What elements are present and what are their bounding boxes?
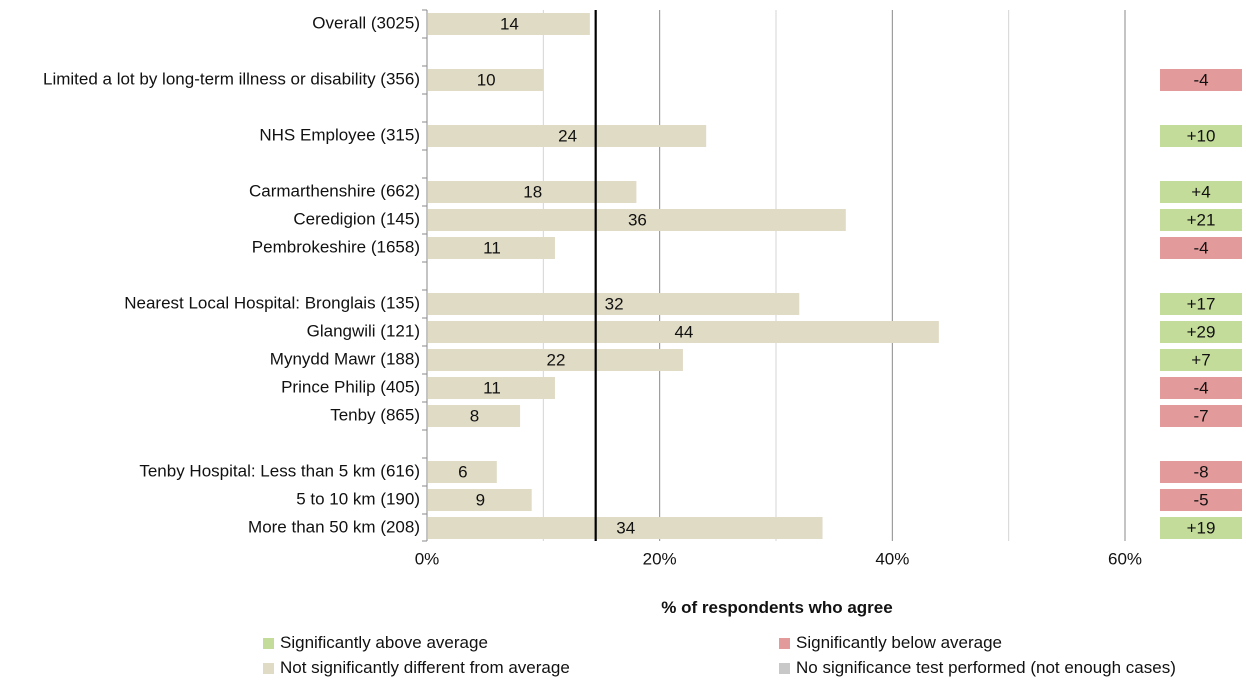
bar <box>428 209 846 231</box>
bar <box>428 13 590 35</box>
difference-label: +19 <box>1187 518 1216 537</box>
bar <box>428 461 497 483</box>
legend-swatch-above <box>263 637 274 649</box>
bar-value-label: 11 <box>483 238 501 257</box>
x-tick-label: 20% <box>643 549 677 568</box>
difference-box <box>1160 321 1242 343</box>
x-axis-label: % of respondents who agree <box>661 598 893 617</box>
bar-value-label: 22 <box>547 350 566 369</box>
bar-value-label: 10 <box>477 70 496 89</box>
difference-label: -8 <box>1193 462 1208 481</box>
bar <box>428 349 683 371</box>
bar-value-label: 14 <box>500 14 519 33</box>
difference-box <box>1160 293 1242 315</box>
bar <box>428 181 637 203</box>
legend-item-no-test: No significance test performed (not enou… <box>779 658 1176 678</box>
bar <box>428 125 707 147</box>
difference-label: +29 <box>1187 322 1216 341</box>
bar-value-label: 9 <box>476 490 485 509</box>
category-label: Ceredigion (145) <box>293 209 420 228</box>
bar <box>428 321 939 343</box>
legend-label-no-test: No significance test performed (not enou… <box>796 658 1176 677</box>
difference-label: +21 <box>1187 210 1216 229</box>
category-label: Tenby Hospital: Less than 5 km (616) <box>139 461 420 480</box>
difference-label: +7 <box>1191 350 1210 369</box>
x-tick-label: 0% <box>415 549 440 568</box>
category-label: Prince Philip (405) <box>281 377 420 396</box>
legend-label-not-significant: Not significantly different from average <box>280 658 570 677</box>
difference-box <box>1160 377 1242 399</box>
bar <box>428 237 555 259</box>
legend-label-below: Significantly below average <box>796 633 1003 652</box>
difference-box <box>1160 349 1242 371</box>
legend-swatch-not-significant <box>263 662 274 674</box>
x-tick-label: 40% <box>875 549 909 568</box>
legend-swatch-no-test <box>779 662 790 674</box>
bar-value-label: 11 <box>483 378 501 397</box>
category-label: Pembrokeshire (1658) <box>252 237 420 256</box>
bar <box>428 517 823 539</box>
difference-box <box>1160 489 1242 511</box>
difference-box <box>1160 69 1242 91</box>
legend-label-above: Significantly above average <box>280 633 488 652</box>
difference-box <box>1160 405 1242 427</box>
difference-box <box>1160 237 1242 259</box>
difference-box <box>1160 461 1242 483</box>
difference-label: +10 <box>1187 126 1216 145</box>
difference-label: -4 <box>1193 378 1208 397</box>
bar-value-label: 34 <box>616 518 635 537</box>
difference-label: -4 <box>1193 238 1208 257</box>
category-label: NHS Employee (315) <box>259 125 420 144</box>
x-tick-label: 60% <box>1108 549 1142 568</box>
difference-label: -4 <box>1193 70 1208 89</box>
difference-label: -5 <box>1193 490 1208 509</box>
category-label: Carmarthenshire (662) <box>249 181 420 200</box>
bar <box>428 489 532 511</box>
legend-swatch-below <box>779 637 790 649</box>
bar <box>428 293 800 315</box>
legend-item-not-significant: Not significantly different from average <box>263 658 570 678</box>
legend-item-above: Significantly above average <box>263 633 488 653</box>
legend-item-below: Significantly below average <box>779 633 1002 653</box>
category-label: 5 to 10 km (190) <box>296 489 420 508</box>
bar-value-label: 18 <box>523 182 542 201</box>
difference-box <box>1160 181 1242 203</box>
difference-label: -7 <box>1193 406 1208 425</box>
category-label: Overall (3025) <box>312 13 420 32</box>
bar-value-label: 36 <box>628 210 647 229</box>
difference-label: +17 <box>1187 294 1216 313</box>
bar-value-label: 8 <box>470 406 479 425</box>
bar-value-label: 32 <box>605 294 624 313</box>
category-label: Limited a lot by long-term illness or di… <box>43 69 420 88</box>
difference-box <box>1160 209 1242 231</box>
bar <box>428 377 555 399</box>
category-label: Mynydd Mawr (188) <box>270 349 420 368</box>
category-label: Nearest Local Hospital: Bronglais (135) <box>124 293 420 312</box>
bar <box>428 405 521 427</box>
bar-value-label: 24 <box>558 126 577 145</box>
category-label: More than 50 km (208) <box>248 517 420 536</box>
category-label: Glangwili (121) <box>307 321 420 340</box>
difference-box <box>1160 125 1242 147</box>
bar-value-label: 44 <box>674 322 693 341</box>
bar-value-label: 6 <box>458 462 467 481</box>
bar <box>428 69 544 91</box>
category-label: Tenby (865) <box>330 405 420 424</box>
difference-label: +4 <box>1191 182 1210 201</box>
difference-box <box>1160 517 1242 539</box>
